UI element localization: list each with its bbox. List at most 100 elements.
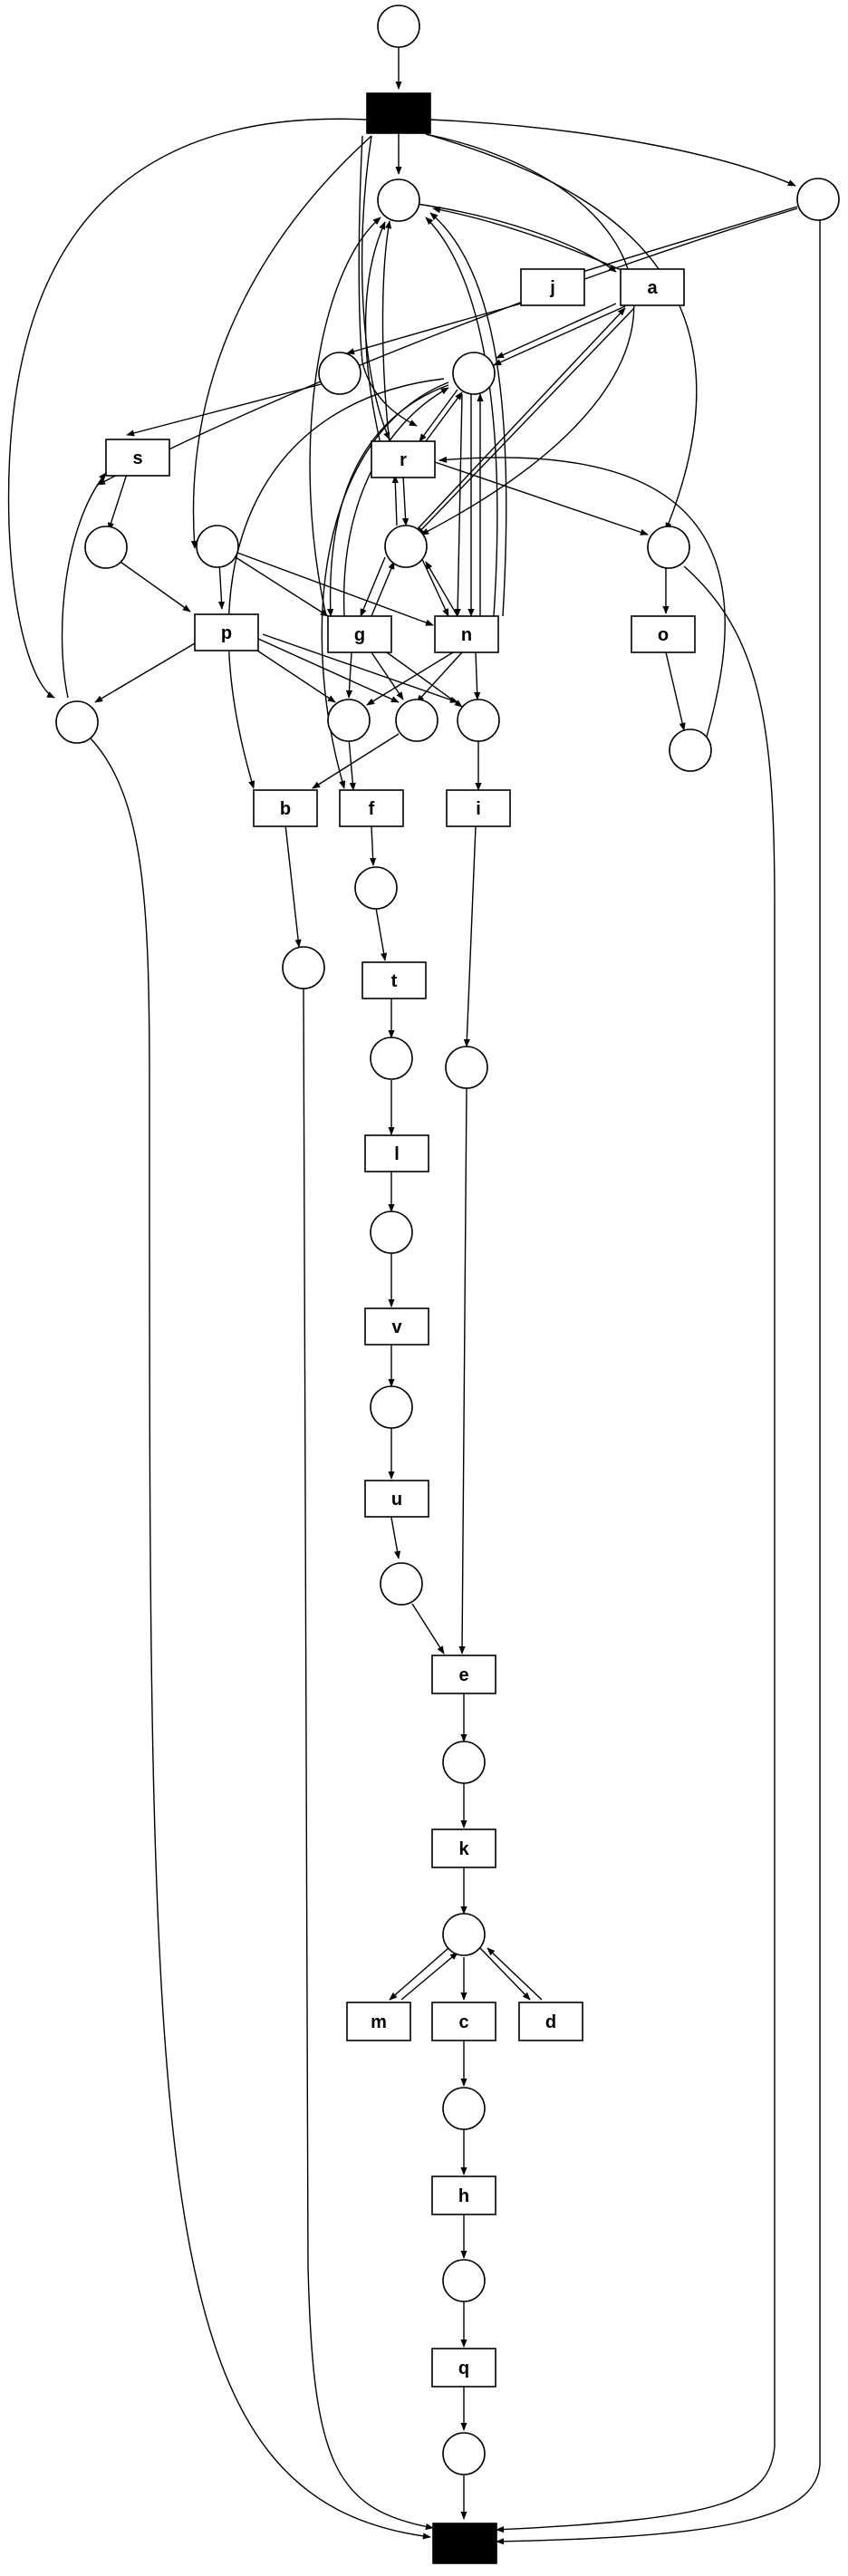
transition-u: u xyxy=(364,1480,429,1518)
arc xyxy=(94,642,196,703)
arc xyxy=(381,220,392,445)
arc xyxy=(474,651,481,700)
transition-label: k xyxy=(458,1839,469,1859)
arc xyxy=(348,738,356,791)
arc xyxy=(61,472,107,699)
arc xyxy=(309,217,381,617)
arc xyxy=(419,389,458,442)
transition-label: v xyxy=(391,1317,402,1337)
arc xyxy=(257,638,400,703)
arc xyxy=(108,473,128,531)
place xyxy=(442,1913,486,1956)
place xyxy=(442,2432,486,2475)
transition-t: t xyxy=(361,961,427,999)
arc xyxy=(90,738,431,2540)
transition-label: i xyxy=(476,799,481,819)
arc xyxy=(401,475,410,526)
place xyxy=(354,866,398,910)
arc xyxy=(262,633,458,703)
transition-label: c xyxy=(458,2012,468,2032)
arc xyxy=(236,552,434,626)
transition-o: o xyxy=(631,615,696,653)
arc xyxy=(487,1947,543,2001)
transition-label: t xyxy=(391,971,398,991)
arc xyxy=(370,825,377,866)
transition-label: d xyxy=(545,2012,556,2032)
transition-j: j xyxy=(520,268,585,306)
arc xyxy=(429,119,796,187)
place xyxy=(452,352,496,395)
transition-label: l xyxy=(394,1144,400,1164)
transition-label: o xyxy=(658,625,669,645)
transition-m: m xyxy=(346,2002,411,2041)
arc xyxy=(438,456,726,753)
transition-label: j xyxy=(549,278,555,298)
arc xyxy=(312,733,400,789)
arcs xyxy=(7,47,821,2545)
transition-label: g xyxy=(354,625,365,645)
transition-label: s xyxy=(132,449,142,468)
arc xyxy=(496,565,776,2533)
arc xyxy=(411,307,626,535)
arc xyxy=(345,651,353,699)
arc xyxy=(496,303,617,359)
arc xyxy=(411,1603,445,1655)
transition-k: k xyxy=(431,1828,496,1868)
transition-f: f xyxy=(339,789,404,827)
arc xyxy=(434,461,649,535)
transition-r: r xyxy=(371,440,436,478)
place xyxy=(370,1211,413,1254)
transition-label: p xyxy=(221,623,232,643)
place xyxy=(796,178,840,221)
arc xyxy=(416,307,635,535)
transition-c: c xyxy=(431,2002,496,2041)
place xyxy=(647,526,690,569)
arc xyxy=(420,133,635,535)
place xyxy=(282,946,325,989)
arc xyxy=(371,651,404,700)
place xyxy=(395,699,438,742)
arc xyxy=(463,825,477,1047)
arc xyxy=(342,387,449,617)
place xyxy=(377,178,420,222)
arc xyxy=(217,561,226,610)
place xyxy=(370,1037,413,1080)
arc xyxy=(432,206,626,273)
place xyxy=(380,1562,423,1606)
arc xyxy=(227,378,445,789)
transition-s: s xyxy=(105,439,170,477)
arc xyxy=(361,135,390,440)
transition-l: l xyxy=(364,1134,429,1172)
arc xyxy=(429,212,507,617)
place xyxy=(445,1046,488,1089)
place xyxy=(84,526,128,569)
arc xyxy=(375,907,388,961)
transition-label: n xyxy=(461,625,472,645)
arc xyxy=(371,561,395,617)
arc xyxy=(400,1952,458,2001)
transitions: j a s r p g n o xyxy=(105,92,696,2564)
arc xyxy=(248,644,336,703)
transition-v: v xyxy=(364,1307,429,1346)
arc xyxy=(380,647,463,708)
arc xyxy=(303,987,434,2531)
place xyxy=(442,2259,486,2302)
transition-label: u xyxy=(391,1490,402,1510)
transition-start xyxy=(366,92,431,134)
place xyxy=(442,1741,486,1784)
transition-label: e xyxy=(458,1665,468,1685)
transition-b: b xyxy=(253,789,318,827)
transition-label: m xyxy=(371,2012,387,2032)
transition-a: a xyxy=(620,268,685,306)
place xyxy=(327,699,371,742)
place-source xyxy=(377,5,420,48)
transition-h: h xyxy=(431,2176,496,2215)
arc xyxy=(479,1947,531,2001)
transition-label: f xyxy=(369,799,375,819)
arc xyxy=(416,203,617,273)
arc xyxy=(126,381,329,437)
arc xyxy=(366,651,454,706)
place xyxy=(457,699,500,742)
place xyxy=(55,700,99,744)
